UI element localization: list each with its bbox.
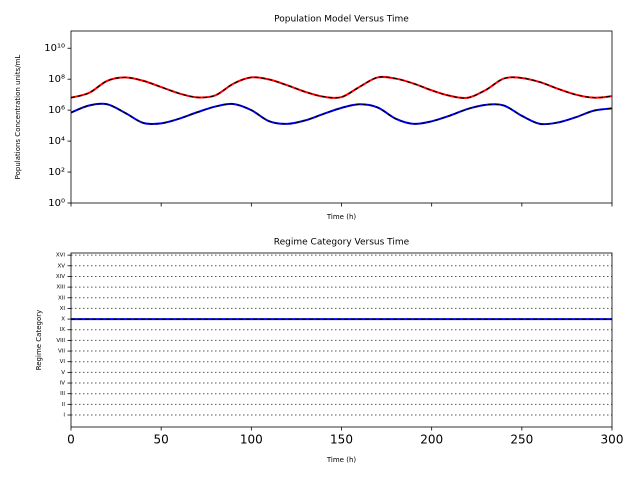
y-tick-label: VIII xyxy=(56,338,65,344)
y-tick-label: X xyxy=(61,317,65,323)
series-dash xyxy=(71,103,612,125)
y-tick-label: 10¹⁰ xyxy=(44,43,65,54)
y-tick-label: XV xyxy=(57,263,65,269)
y-tick-label: IX xyxy=(60,327,66,333)
y-axis-label: Populations Concentration units/mL xyxy=(14,55,22,180)
series-dash xyxy=(71,76,612,99)
y-tick-label: III xyxy=(60,391,65,397)
y-tick-label: XVI xyxy=(56,253,66,259)
series-line xyxy=(71,75,612,100)
y-tick-label: XII xyxy=(58,295,65,301)
chart-title: Regime Category Versus Time xyxy=(274,238,410,248)
x-tick-label: 300 xyxy=(601,433,624,447)
y-tick-label: VII xyxy=(58,349,65,355)
x-tick-label: 0 xyxy=(67,433,75,447)
y-tick-label: 10⁴ xyxy=(48,136,65,147)
y-tick-label: 10² xyxy=(48,167,65,178)
axes-frame xyxy=(70,252,613,428)
x-tick-label: 200 xyxy=(420,433,443,447)
x-tick-label: 250 xyxy=(510,433,533,447)
y-tick-label: V xyxy=(61,370,65,376)
series-line xyxy=(71,102,612,126)
x-tick-label: 50 xyxy=(154,433,169,447)
chart-title: Population Model Versus Time xyxy=(274,15,409,25)
axes-frame xyxy=(70,30,613,204)
y-tick-label: VI xyxy=(60,359,66,365)
x-axis-label: Time (h) xyxy=(326,213,357,221)
x-tick-label: 150 xyxy=(330,433,353,447)
x-tick-label: 100 xyxy=(240,433,263,447)
y-tick-label: I xyxy=(63,413,65,419)
y-tick-label: XIV xyxy=(56,274,65,280)
y-tick-label: IV xyxy=(60,381,66,387)
y-tick-label: II xyxy=(62,402,66,408)
y-tick-label: 10⁰ xyxy=(48,198,65,209)
y-tick-label: 10⁶ xyxy=(48,105,65,116)
y-tick-label: XI xyxy=(60,306,66,312)
y-tick-label: XIII xyxy=(56,285,65,291)
y-tick-label: 10⁸ xyxy=(48,74,65,85)
y-axis-label: Regime Category xyxy=(35,310,43,371)
x-axis-label: Time (h) xyxy=(326,456,357,464)
